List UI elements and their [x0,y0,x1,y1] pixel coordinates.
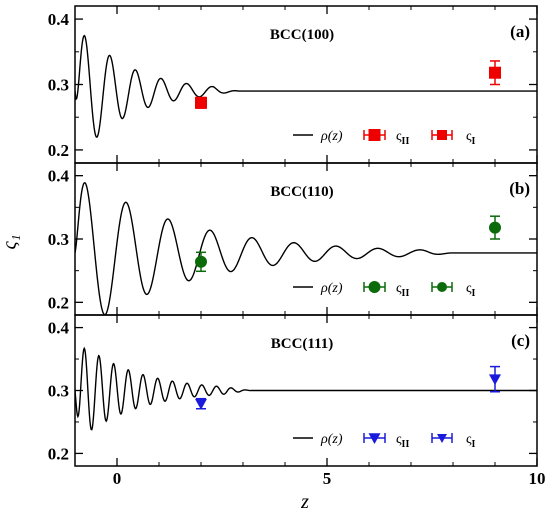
legend-sigma-i-label: ςI [466,129,476,147]
legend-density-label: ρ(z) [320,432,343,447]
panel-1: 0.2 0.3 0.4 BCC(100) (a) ρ(z) ςII ςI [48,5,538,164]
legend-sigma-ii-label: ςII [396,281,409,299]
x-tick-label: 5 [323,469,332,488]
legend-sigma-ii-label: ςII [396,432,409,450]
y-tick-label: 0.2 [48,293,69,312]
legend-sigma-i-label: ςI [466,281,476,299]
legend-sigma-ii-marker [368,129,381,141]
x-tick-label: 10 [529,469,546,488]
data-point-sigma-ii [195,96,207,109]
data-point-sigma-i [489,66,501,79]
density-curve [75,34,537,138]
y-tick-label: 0.4 [48,167,70,186]
data-point-sigma-ii [195,255,207,268]
data-point-sigma-i [489,374,501,386]
x-tick-label: 0 [113,469,122,488]
x-axis-label: z [300,491,309,513]
legend-density-label: ρ(z) [320,281,343,296]
data-point-sigma-i [489,221,501,234]
legend-sigma-i-marker [437,434,447,443]
legend-sigma-i-label: ςI [466,432,476,450]
panel-letter: (b) [509,179,530,198]
panel-title: BCC(111) [271,336,334,352]
density-curve [75,181,537,315]
y-axis-label: ς₁ [0,234,21,249]
y-tick-label: 0.3 [48,230,69,249]
density-curve [75,346,537,431]
legend-sigma-ii-marker [368,281,381,293]
legend-sigma-ii-marker [368,433,381,444]
legend-density-label: ρ(z) [320,129,343,144]
panel-2: 0.2 0.3 0.4 BCC(110) (b) ρ(z) ςII ςI [48,162,538,316]
y-tick-label: 0.3 [48,382,69,401]
y-tick-label: 0.4 [48,10,70,29]
y-tick-label: 0.3 [48,76,69,95]
y-tick-label: 0.2 [48,141,69,160]
panel-title: BCC(110) [270,184,333,200]
panel-title: BCC(100) [270,27,334,43]
y-tick-label: 0.2 [48,444,69,463]
data-point-sigma-ii [195,398,207,410]
panel-letter: (a) [510,22,530,41]
legend-sigma-i-marker [437,282,447,292]
y-tick-label: 0.4 [48,319,70,338]
legend-sigma-ii-label: ςII [396,129,409,147]
legend-sigma-i-marker [437,130,447,140]
panel-3: 0.2 0.3 0.4 BCC(111) (c) ρ(z) ςII ςI [48,314,538,467]
panel-letter: (c) [511,331,530,350]
